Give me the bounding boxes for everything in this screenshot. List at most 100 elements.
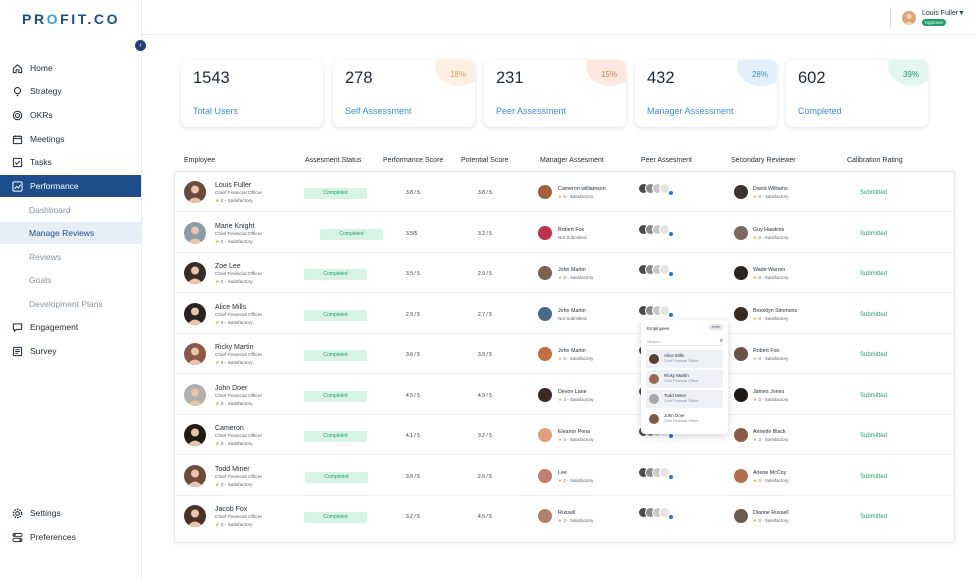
- calibration-status[interactable]: Submitted: [860, 311, 888, 318]
- avatar[interactable]: [184, 464, 206, 487]
- avatar[interactable]: [538, 347, 552, 361]
- sidebar-item-okrs[interactable]: OKRs: [0, 104, 141, 126]
- peer-avatars[interactable]: [638, 264, 678, 278]
- manager-name[interactable]: Russell: [558, 510, 576, 516]
- column-header-manager[interactable]: Manager Assesment: [540, 157, 604, 164]
- calibration-status[interactable]: Submitted: [860, 352, 888, 358]
- avatar[interactable]: [538, 225, 552, 240]
- popup-list-item[interactable]: Alice Mills Chief Financial Officer: [646, 350, 723, 368]
- peer-avatars[interactable]: [638, 223, 678, 238]
- sidebar-item-settings[interactable]: Settings: [0, 502, 141, 524]
- avatar[interactable]: [734, 468, 748, 483]
- user-avatar[interactable]: [902, 11, 916, 25]
- sidebar-item-performance[interactable]: Performance: [0, 175, 141, 197]
- user-name[interactable]: Louis Fuller: [922, 10, 959, 17]
- sidebar-subitem-dashboard[interactable]: Dashboard: [29, 205, 71, 215]
- sidebar-item-home[interactable]: Home: [0, 57, 141, 79]
- column-header-peer[interactable]: Peer Assesment: [641, 157, 692, 164]
- sidebar-item-engagement[interactable]: Engagement: [0, 316, 141, 338]
- sidebar-collapse-button[interactable]: ‹: [135, 40, 146, 51]
- sidebar-subitem-reviews[interactable]: Reviews: [29, 252, 62, 262]
- popup-list-item[interactable]: John Doer Chief Financial Officer: [646, 410, 723, 428]
- sidebar-item-meetings[interactable]: Meetings: [0, 128, 141, 150]
- calibration-status[interactable]: Submitted: [860, 271, 888, 277]
- employee-name[interactable]: Ricky Martin: [215, 344, 254, 351]
- chevron-down-icon[interactable]: ▼: [958, 10, 965, 17]
- employee-name[interactable]: Cameron: [215, 425, 244, 432]
- avatar[interactable]: [184, 221, 206, 244]
- secondary-reviewer-name[interactable]: Robert Fox: [753, 348, 780, 354]
- manager-name[interactable]: Cameron williamson: [558, 186, 606, 192]
- popup-list-item[interactable]: Ricky Martin Chief Financial Officer: [646, 370, 723, 388]
- column-header-secondary[interactable]: Secondary Reviewer: [731, 157, 796, 164]
- avatar[interactable]: [538, 306, 552, 321]
- avatar[interactable]: [184, 262, 206, 284]
- avatar[interactable]: [734, 225, 748, 240]
- calibration-status[interactable]: Submitted: [860, 433, 888, 439]
- secondary-reviewer-name[interactable]: Brooklyn Simmons: [753, 307, 798, 314]
- avatar[interactable]: [734, 306, 748, 321]
- avatar[interactable]: [734, 387, 748, 402]
- stat-card-manager-assessment[interactable]: 432 28% Manager Assessment: [635, 60, 777, 127]
- manager-name[interactable]: Robert Fox: [558, 226, 585, 233]
- secondary-reviewer-name[interactable]: David Williams: [753, 186, 788, 192]
- avatar[interactable]: [184, 424, 206, 446]
- secondary-reviewer-name[interactable]: Dianne Russell: [753, 510, 789, 516]
- manager-name[interactable]: Eleanor Pena: [558, 429, 591, 435]
- calibration-status[interactable]: Submitted: [860, 392, 888, 399]
- sidebar-subitem-development-plans[interactable]: Development Plans: [29, 299, 103, 309]
- invite-button[interactable]: Invite: [708, 324, 723, 330]
- popup-list-item[interactable]: Todd Miner Chief Financial Officer: [646, 390, 723, 408]
- secondary-reviewer-name[interactable]: Annette Black: [753, 429, 786, 435]
- employee-name[interactable]: Zoe Lee: [215, 263, 241, 270]
- peer-avatars[interactable]: [638, 466, 678, 481]
- avatar[interactable]: [538, 509, 552, 523]
- stat-card-peer-assessment[interactable]: 231 15% Peer Assessment: [484, 60, 626, 127]
- calibration-status[interactable]: Submitted: [860, 514, 888, 520]
- sidebar-item-tasks[interactable]: Tasks: [0, 151, 141, 173]
- employee-name[interactable]: Todd Miner: [215, 465, 250, 473]
- employee-name[interactable]: Marie Knight: [215, 222, 255, 230]
- sidebar-subitem-goals[interactable]: Goals: [29, 275, 52, 285]
- column-header-employee[interactable]: Employee: [184, 157, 216, 164]
- popup-search-input[interactable]: Search ⌕: [646, 337, 723, 346]
- avatar[interactable]: [734, 185, 748, 199]
- avatar[interactable]: [538, 468, 552, 483]
- peer-avatars[interactable]: [638, 507, 678, 521]
- table-row[interactable]: John Doer Chief Financial Officer ★ 3 - Sa…: [175, 375, 954, 415]
- avatar[interactable]: [734, 509, 748, 523]
- search-icon[interactable]: ⌕: [719, 338, 723, 344]
- manager-name[interactable]: Devon Lane: [558, 388, 587, 395]
- avatar[interactable]: [184, 181, 206, 203]
- calibration-status[interactable]: Submitted: [860, 190, 888, 196]
- avatar[interactable]: [184, 383, 206, 406]
- table-row[interactable]: Cameron Chief Financial Officer ★ 3 - Sati…: [175, 415, 954, 455]
- calibration-status[interactable]: Submitted: [860, 230, 888, 237]
- table-row[interactable]: Zoe Lee Chief Financial Officer ★ 3 - Sati…: [175, 253, 954, 293]
- avatar[interactable]: [538, 266, 552, 280]
- sidebar-item-survey[interactable]: Survey: [0, 340, 141, 362]
- stat-card-self-assessment[interactable]: 278 18% Self Assessment: [333, 60, 475, 127]
- column-header-status[interactable]: Assesment Status: [305, 157, 362, 164]
- table-row[interactable]: Ricky Martin Chief Financial Officer ★ 3 -…: [175, 334, 954, 374]
- sidebar-item-strategy[interactable]: Strategy: [0, 80, 141, 102]
- employee-name[interactable]: Jacob Fox: [215, 506, 248, 513]
- stat-card-completed[interactable]: 602 39% Completed: [786, 60, 928, 127]
- table-row[interactable]: Alice Mills Chief Financial Officer ★ 3 - …: [175, 294, 954, 334]
- table-row[interactable]: Jacob Fox Chief Financial Officer ★ 3 - Sa…: [175, 496, 954, 536]
- avatar[interactable]: [734, 347, 748, 361]
- employee-name[interactable]: Alice Mills: [215, 303, 247, 311]
- peer-avatars[interactable]: [638, 304, 678, 319]
- avatar[interactable]: [184, 302, 206, 325]
- avatar[interactable]: [538, 387, 552, 402]
- column-header-potential[interactable]: Potential Score: [461, 157, 509, 164]
- table-row[interactable]: Louis Fuller Chief Financial Officer ★ 3 -…: [175, 172, 954, 212]
- secondary-reviewer-name[interactable]: James Jones: [753, 388, 785, 395]
- stat-card-total-users[interactable]: 1543 Total Users: [181, 60, 323, 127]
- avatar[interactable]: [734, 428, 748, 442]
- avatar[interactable]: [184, 343, 206, 365]
- sidebar-item-preferences[interactable]: Preferences: [0, 526, 141, 548]
- calibration-status[interactable]: Submitted: [860, 473, 888, 480]
- column-header-performance[interactable]: Performance Score: [383, 157, 444, 164]
- avatar[interactable]: [184, 505, 206, 527]
